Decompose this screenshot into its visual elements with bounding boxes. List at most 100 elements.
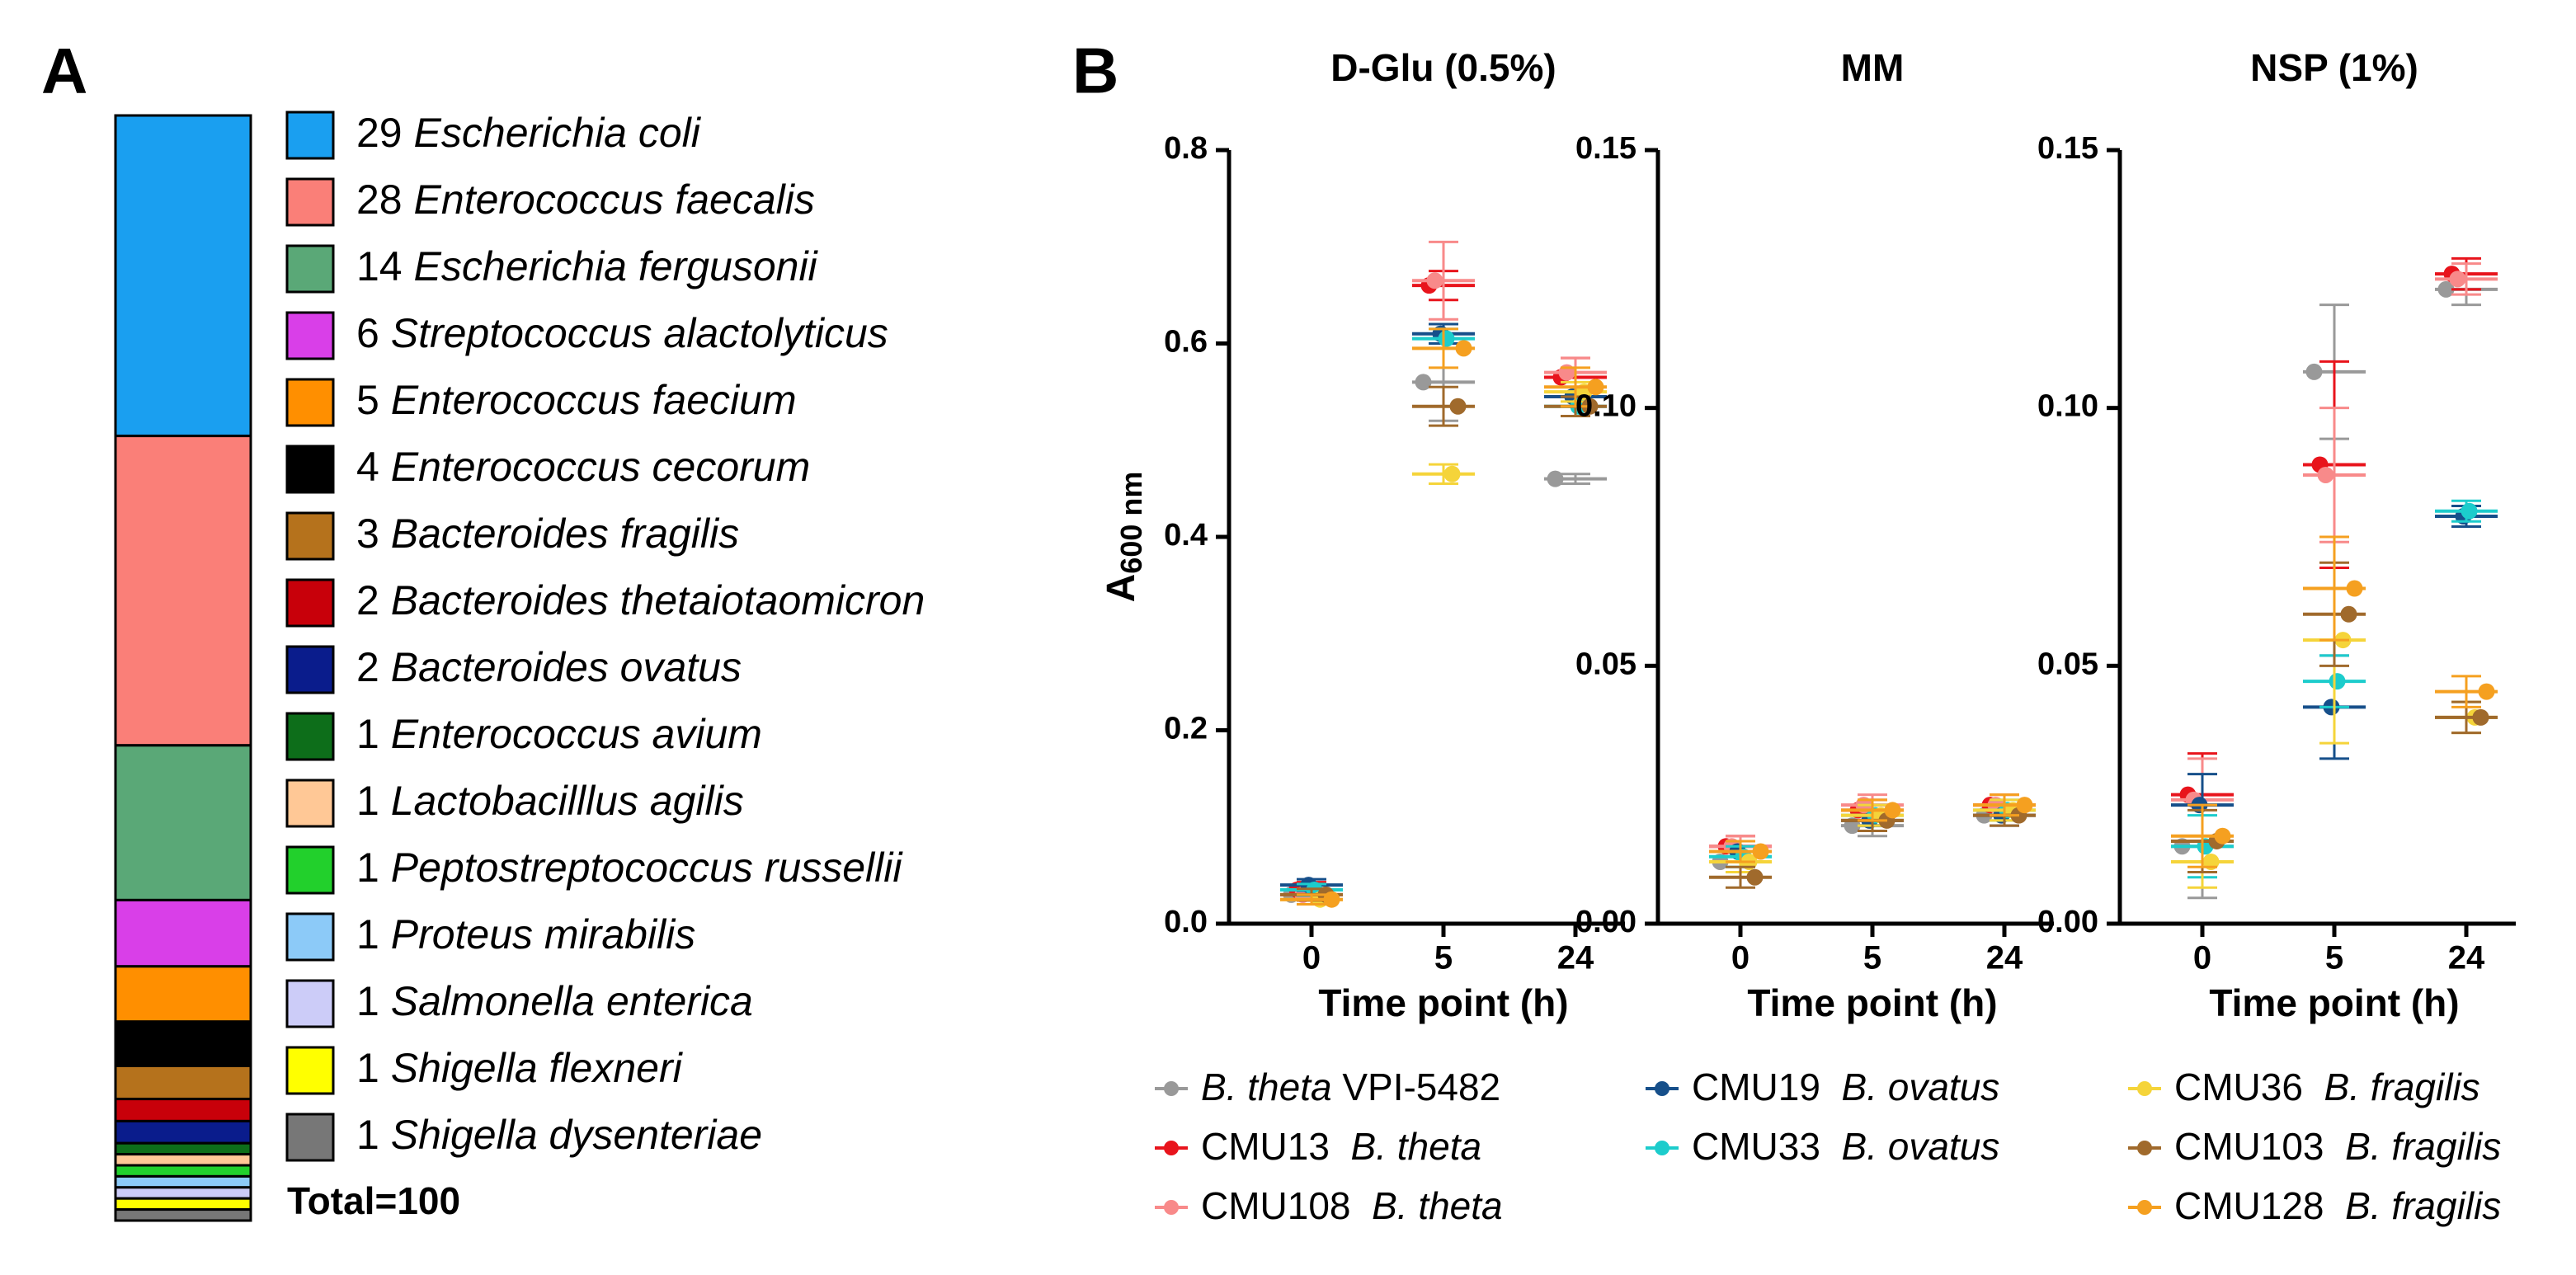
bar-segment (114, 1020, 252, 1067)
legend-count: 29 (356, 110, 403, 156)
x-tick-label: 24 (2448, 940, 2485, 976)
legend-count: 4 (356, 444, 379, 490)
legend-label: 14 Escherichia fergusonii (356, 243, 819, 289)
legend-count: 6 (356, 310, 379, 356)
legend-strain: CMU108 (1201, 1184, 1351, 1227)
y-tick-label: 0.05 (2037, 647, 2098, 681)
bar-segment (114, 114, 252, 438)
panel-label: B (1072, 35, 1118, 107)
legend-name: Bacteroides fragilis (391, 510, 739, 557)
bar-segment (114, 1153, 252, 1167)
legend-swatch (285, 311, 335, 360)
x-axis-title: Time point (h) (1318, 981, 1568, 1024)
point (1587, 379, 1604, 396)
point (2016, 797, 2033, 814)
legend-space (379, 1045, 391, 1091)
legend-marker (2137, 1141, 2152, 1155)
legend-name: Enterococcus faecium (391, 377, 797, 423)
legend-space (379, 644, 391, 690)
bar-segment (114, 1208, 252, 1222)
legend-name: Proteus mirabilis (391, 911, 696, 957)
x-axis-title: Time point (h) (1747, 981, 1997, 1024)
legend-name: Peptostreptococcus russellii (391, 845, 904, 891)
legend-marker (1164, 1081, 1179, 1096)
x-tick-label: 0 (1302, 940, 1321, 976)
point (2478, 683, 2495, 700)
legend-count: 1 (356, 845, 379, 891)
bar-segment (114, 1141, 252, 1156)
point (2214, 827, 2231, 845)
legend-space (1351, 1184, 1373, 1227)
legend-marker (2137, 1200, 2152, 1215)
panel-title: D-Glu (0.5%) (1330, 46, 1556, 89)
legend-count: 5 (356, 377, 379, 423)
point (2340, 605, 2357, 623)
legend-label: 1 Peptostreptococcus russellii (356, 845, 903, 891)
point (1323, 891, 1340, 908)
legend-strain: CMU13 (1201, 1125, 1330, 1168)
legend-swatch (285, 578, 335, 628)
bar-segment (114, 435, 252, 747)
x-tick-label: 5 (2325, 940, 2343, 976)
legend-space (2324, 1125, 2346, 1168)
point (2329, 673, 2346, 690)
legend-strain: CMU33 (1692, 1125, 1820, 1168)
legend-label: 1 Proteus mirabilis (356, 911, 695, 957)
legend-name: Escherichia fergusonii (414, 243, 819, 289)
x-tick-label: 24 (1557, 940, 1594, 976)
legend-species: B. fragilis (2345, 1184, 2501, 1227)
legend-label: CMU36 B. fragilis (2174, 1066, 2480, 1108)
legend-species: B. fragilis (2345, 1125, 2501, 1168)
y-tick-label: 0.6 (1164, 325, 1208, 360)
legend-name: Escherichia coli (414, 110, 702, 156)
legend-count: 14 (356, 243, 403, 289)
legend-label: CMU108 B. theta (1201, 1184, 1503, 1227)
legend-label: 3 Bacteroides fragilis (356, 510, 739, 557)
legend-space (379, 577, 391, 623)
point (2346, 580, 2363, 597)
legend-strain: VPI-5482 (1342, 1066, 1500, 1108)
bar-segment (114, 1098, 252, 1122)
legend-species: B. theta (1201, 1066, 1332, 1108)
legend-label: 28 Enterococcus faecalis (356, 176, 815, 223)
legend-space (2303, 1066, 2324, 1108)
legend-swatch (285, 979, 335, 1028)
y-title-main: A (1100, 574, 1143, 603)
legend-space (379, 1112, 391, 1158)
point (2461, 502, 2478, 520)
y-tick-label: 0.00 (2037, 905, 2098, 939)
y-tick-label: 0.10 (1575, 389, 1636, 424)
point (2317, 466, 2334, 483)
legend-name: Enterococcus faecalis (414, 176, 815, 223)
legend-count: 28 (356, 176, 403, 223)
legend-space (1332, 1066, 1343, 1108)
legend-name: Bacteroides thetaiotaomicron (391, 577, 925, 623)
point (1884, 802, 1901, 819)
legend-name: Streptococcus alactolyticus (391, 310, 888, 356)
panel-label: A (41, 35, 87, 107)
legend-space (379, 911, 391, 957)
legend-swatch (285, 244, 335, 294)
legend-swatch (285, 1113, 335, 1162)
panel-title: NSP (1%) (2250, 46, 2418, 89)
y-tick-label: 0.15 (2037, 131, 2098, 166)
legend-label: B. theta VPI-5482 (1201, 1066, 1500, 1108)
legend-label: 4 Enterococcus cecorum (356, 444, 810, 490)
legend-swatch (285, 845, 335, 895)
legend-name: Salmonella enterica (391, 978, 753, 1024)
legend-space (1820, 1066, 1842, 1108)
legend-name: Enterococcus cecorum (391, 444, 811, 490)
legend-swatch (285, 111, 335, 160)
point (1426, 272, 1443, 289)
legend-swatch (285, 378, 335, 427)
point (1449, 398, 1467, 415)
legend-strain: CMU103 (2174, 1125, 2324, 1168)
bar-segment (114, 898, 252, 968)
legend-space (379, 978, 391, 1024)
legend-label: CMU33 B. ovatus (1692, 1125, 1999, 1168)
legend-name: Shigella flexneri (391, 1045, 684, 1091)
point (1438, 330, 1455, 347)
legend-strain: CMU36 (2174, 1066, 2303, 1108)
